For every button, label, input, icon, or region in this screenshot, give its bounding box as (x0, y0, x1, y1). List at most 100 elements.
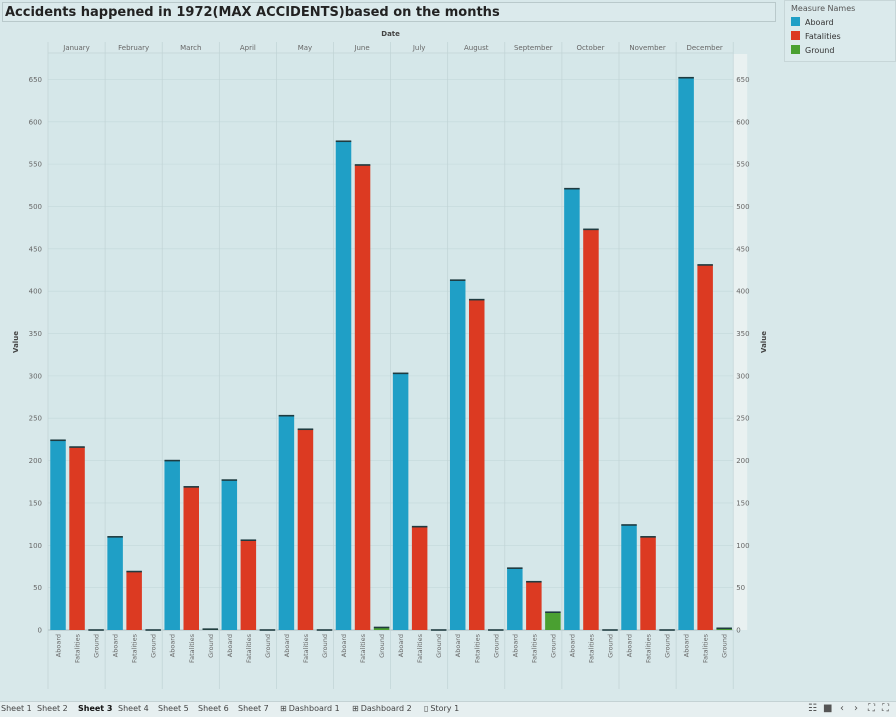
fit-view-icon[interactable]: ⛶ (868, 703, 875, 714)
tab-dashboard-2[interactable]: ⊞ Dashboard 2 (352, 704, 412, 713)
legend-swatch-ground (791, 45, 800, 54)
y-tick-label-right: 300 (736, 372, 749, 380)
measure-label: Aboard (454, 634, 462, 657)
month-header: September (514, 44, 553, 52)
column-header-label: Date (381, 30, 400, 38)
measure-label: Ground (664, 634, 672, 658)
measure-label: Ground (207, 634, 215, 658)
measure-label: Fatalities (359, 633, 367, 663)
bar-fatalities (583, 229, 599, 630)
bar-aboard (621, 524, 637, 630)
y-tick-label-right: 250 (736, 415, 749, 423)
right-axis-gutter (733, 54, 748, 630)
y-axis-title-right: Value (760, 331, 768, 353)
tab-sheet-7[interactable]: Sheet 7 (238, 704, 269, 713)
y-tick-label-left: 400 (29, 288, 42, 296)
legend-item-aboard[interactable]: Aboard (791, 17, 834, 29)
legend-label-ground: Ground (805, 46, 835, 55)
legend: Measure Names Aboard Fatalities Ground (784, 0, 896, 62)
bar-aboard (507, 568, 523, 630)
measure-label: Fatalities (530, 633, 538, 663)
tab-story-1[interactable]: ▯ Story 1 (424, 704, 459, 713)
chart-title: Accidents happened in 1972(MAX ACCIDENTS… (2, 2, 776, 22)
y-tick-label-right: 150 (736, 499, 749, 507)
tab-sheet-4[interactable]: Sheet 4 (118, 704, 149, 713)
measure-label: Ground (264, 634, 272, 658)
measure-label: Fatalities (645, 633, 653, 663)
month-header: July (412, 44, 426, 52)
tab-dashboard-1-label: Dashboard 1 (288, 704, 340, 713)
tab-sheet-2[interactable]: Sheet 2 (37, 704, 68, 713)
measure-label: Aboard (683, 634, 691, 657)
legend-swatch-fatalities (791, 31, 800, 40)
tab-dashboard-1[interactable]: ⊞ Dashboard 1 (280, 704, 340, 713)
measure-label: Aboard (112, 634, 120, 657)
y-tick-label-left: 0 (38, 627, 42, 635)
grid-view-icon[interactable]: ■ (823, 703, 833, 714)
bar-fatalities (297, 429, 314, 630)
bar-fatalities (240, 540, 257, 630)
measure-label: Fatalities (245, 633, 253, 663)
y-tick-label-right: 50 (736, 584, 745, 592)
y-tick-label-left: 550 (29, 161, 42, 169)
y-tick-label-left: 600 (29, 118, 42, 126)
bar-fatalities (69, 447, 85, 630)
measure-label: Fatalities (702, 633, 710, 663)
bar-fatalities (469, 299, 485, 630)
legend-label-aboard: Aboard (805, 18, 834, 27)
legend-item-ground[interactable]: Ground (791, 45, 834, 57)
measure-label: Fatalities (587, 633, 595, 663)
y-tick-label-right: 450 (736, 245, 749, 253)
measure-label: Aboard (511, 634, 519, 657)
bar-chart: Date 0 0 50 50 100 100 150 150 200 200 250 250 300 300… (12, 30, 768, 689)
y-tick-label-left: 350 (29, 330, 42, 338)
measure-label: Ground (378, 634, 386, 658)
measure-label: Aboard (283, 634, 291, 657)
fullscreen-icon[interactable]: ⛶ (882, 703, 889, 714)
y-tick-label-right: 0 (736, 627, 740, 635)
y-tick-label-right: 600 (736, 118, 749, 126)
bar-ground (545, 612, 561, 630)
bar-aboard (392, 373, 409, 630)
tab-sheet-1[interactable]: Sheet 1 (1, 704, 32, 713)
prev-sheet-icon[interactable]: ‹ (840, 703, 844, 714)
story-icon: ▯ (424, 704, 429, 713)
measure-label: Fatalities (302, 633, 310, 663)
bar-fatalities (411, 526, 428, 630)
y-tick-label-left: 650 (29, 76, 42, 84)
legend-item-fatalities[interactable]: Fatalities (791, 31, 841, 43)
month-header: January (62, 44, 90, 52)
y-tick-label-left: 450 (29, 245, 42, 253)
y-tick-label-left: 250 (29, 415, 42, 423)
y-tick-label-right: 100 (736, 542, 749, 550)
bar-aboard (678, 77, 694, 630)
measure-label: Aboard (226, 634, 234, 657)
bar-ground (716, 628, 732, 630)
tab-sheet-3[interactable]: Sheet 3 (78, 704, 113, 713)
measure-label: Ground (93, 634, 101, 658)
tab-sheet-5[interactable]: Sheet 5 (158, 704, 189, 713)
measure-label: Fatalities (74, 633, 82, 663)
y-tick-label-left: 100 (29, 542, 42, 550)
dashboard-icon: ⊞ (352, 704, 359, 713)
y-tick-label-left: 200 (29, 457, 42, 465)
tab-sheet-6[interactable]: Sheet 6 (198, 704, 229, 713)
month-header: February (118, 44, 149, 52)
y-tick-label-right: 500 (736, 203, 749, 211)
bar-aboard (164, 460, 180, 630)
measure-label: Aboard (55, 634, 63, 657)
bar-fatalities (526, 581, 542, 630)
legend-title: Measure Names (791, 4, 856, 13)
measure-label: Ground (321, 634, 329, 658)
measure-label: Fatalities (131, 633, 139, 663)
tab-dashboard-2-label: Dashboard 2 (360, 704, 412, 713)
filmstrip-view-icon[interactable]: ☷ (808, 703, 817, 714)
dashboard-icon: ⊞ (280, 704, 287, 713)
measure-label: Aboard (397, 634, 405, 657)
month-header: November (629, 44, 666, 52)
measure-label: Ground (721, 634, 729, 658)
measure-label: Ground (435, 634, 443, 658)
next-sheet-icon[interactable]: › (854, 703, 858, 714)
bar-fatalities (126, 571, 142, 630)
bar-aboard (449, 280, 466, 630)
